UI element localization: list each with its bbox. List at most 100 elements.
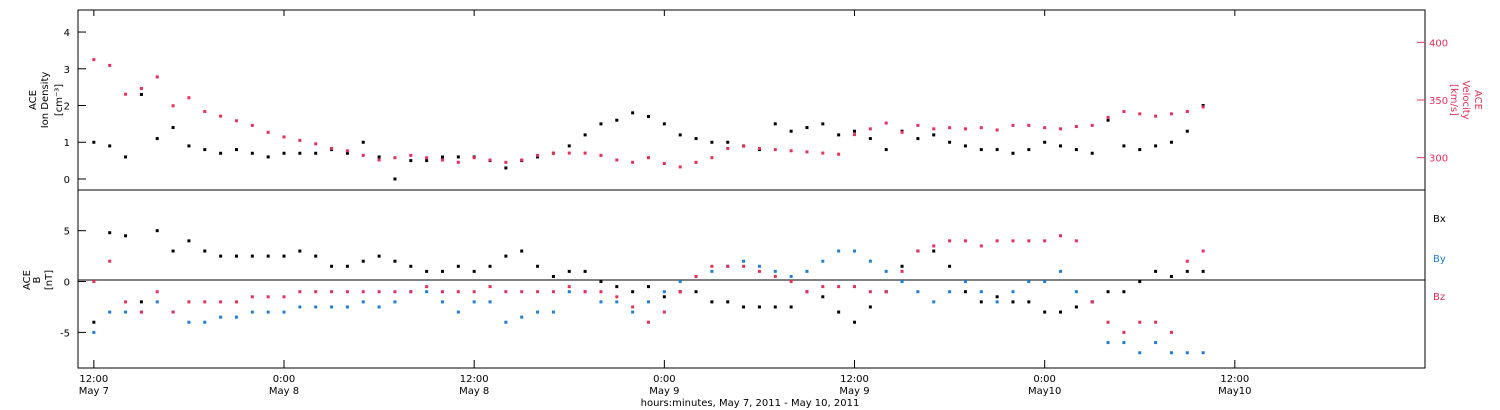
velocity-point-5 xyxy=(171,104,175,108)
ion-density-point-32 xyxy=(599,122,603,126)
bz-point-20 xyxy=(409,290,413,294)
ion-density-point-43 xyxy=(773,122,777,126)
by-point-61 xyxy=(1059,269,1063,273)
ion-density-point-59 xyxy=(1027,148,1031,152)
ion-density-point-7 xyxy=(203,148,207,152)
legend-bz: Bz xyxy=(1433,292,1445,303)
velocity-point-63 xyxy=(1090,123,1094,127)
ion-density-point-10 xyxy=(250,151,254,155)
ion-density-point-67 xyxy=(1154,144,1158,148)
velocity-point-33 xyxy=(615,158,619,162)
velocity-point-65 xyxy=(1122,110,1126,114)
velocity-point-0 xyxy=(92,58,96,62)
ion-density-point-22 xyxy=(440,155,444,159)
by-point-30 xyxy=(567,290,571,294)
velocity-point-52 xyxy=(916,123,920,127)
velocity-point-30 xyxy=(567,151,571,155)
bx-point-19 xyxy=(393,259,397,263)
bx-point-16 xyxy=(345,264,349,268)
bx-point-6 xyxy=(187,239,191,243)
bx-point-32 xyxy=(599,280,603,284)
top-right-label-line1: ACE xyxy=(1472,90,1483,110)
by-point-1 xyxy=(108,310,112,314)
bx-point-4 xyxy=(155,229,159,233)
velocity-point-22 xyxy=(440,158,444,162)
velocity-point-66 xyxy=(1138,112,1142,116)
by-point-21 xyxy=(425,290,429,294)
bx-point-1 xyxy=(108,231,112,235)
bx-point-42 xyxy=(757,305,761,309)
top-panel-frame xyxy=(77,9,1426,191)
x-tick-time-1: 0:00 xyxy=(273,374,295,385)
bottom-axis-label: ACE B [nT] xyxy=(22,270,55,290)
ion-density-point-46 xyxy=(821,122,825,126)
ion-density-point-31 xyxy=(583,133,587,137)
by-point-54 xyxy=(948,290,952,294)
bz-point-42 xyxy=(757,269,761,273)
velocity-point-13 xyxy=(298,138,302,142)
bz-point-33 xyxy=(615,295,619,299)
bx-point-34 xyxy=(631,290,635,294)
velocity-point-14 xyxy=(314,142,318,146)
ion-density-point-60 xyxy=(1043,140,1047,144)
velocity-point-50 xyxy=(884,121,888,125)
velocity-point-43 xyxy=(773,148,777,152)
bx-point-10 xyxy=(250,254,254,258)
by-point-57 xyxy=(995,300,999,304)
bz-point-13 xyxy=(298,290,302,294)
bottom-panel-series xyxy=(92,229,1205,355)
top-right-axis-label: ACE Velocity [km/s] xyxy=(1448,80,1483,119)
velocity-point-16 xyxy=(345,149,349,153)
velocity-point-69 xyxy=(1185,110,1189,114)
bz-point-47 xyxy=(837,285,841,289)
bz-point-0 xyxy=(92,280,96,284)
ion-density-point-19 xyxy=(393,177,397,181)
velocity-point-27 xyxy=(520,158,524,162)
ion-density-point-12 xyxy=(282,151,286,155)
by-point-55 xyxy=(963,280,967,284)
bz-point-38 xyxy=(694,274,698,278)
velocity-point-60 xyxy=(1043,126,1047,130)
bz-point-2 xyxy=(124,300,128,304)
by-point-70 xyxy=(1201,351,1205,355)
x-axis-title: hours:minutes, May 7, 2011 - May 10, 201… xyxy=(641,398,860,409)
bz-point-32 xyxy=(599,290,603,294)
ion-density-point-0 xyxy=(92,140,96,144)
bz-point-70 xyxy=(1201,249,1205,253)
density-tick-label-3: 3 xyxy=(64,65,70,76)
velocity-point-25 xyxy=(488,158,492,162)
bottom-y-axis: -5 0 5 xyxy=(60,227,86,339)
top-left-label-line3: [cm⁻³] xyxy=(54,84,65,116)
ion-density-point-37 xyxy=(678,133,682,137)
bz-point-64 xyxy=(1106,320,1110,324)
bz-point-60 xyxy=(1043,239,1047,243)
ion-density-point-55 xyxy=(963,144,967,148)
velocity-point-44 xyxy=(789,149,793,153)
bz-point-67 xyxy=(1154,320,1158,324)
bx-point-46 xyxy=(821,295,825,299)
by-point-4 xyxy=(155,300,159,304)
velocity-point-6 xyxy=(187,96,191,100)
bx-point-9 xyxy=(234,254,238,258)
bx-point-60 xyxy=(1043,310,1047,314)
velocity-point-41 xyxy=(742,144,746,148)
bx-point-18 xyxy=(377,254,381,258)
bz-point-9 xyxy=(234,300,238,304)
bx-point-26 xyxy=(504,254,508,258)
bz-point-55 xyxy=(963,239,967,243)
velocity-point-68 xyxy=(1169,112,1173,116)
bz-point-29 xyxy=(551,290,555,294)
x-tick-date-4: May 9 xyxy=(839,386,869,397)
bx-point-53 xyxy=(932,249,936,253)
bx-point-17 xyxy=(361,259,365,263)
by-point-16 xyxy=(345,305,349,309)
bz-point-22 xyxy=(440,290,444,294)
bz-point-17 xyxy=(361,290,365,294)
by-point-32 xyxy=(599,300,603,304)
velocity-point-17 xyxy=(361,153,365,157)
bottom-label-line1: ACE xyxy=(22,270,33,290)
bz-point-11 xyxy=(266,295,270,299)
x-tick-date-3: May 9 xyxy=(649,386,679,397)
velocity-point-34 xyxy=(631,160,635,164)
bx-point-57 xyxy=(995,295,999,299)
